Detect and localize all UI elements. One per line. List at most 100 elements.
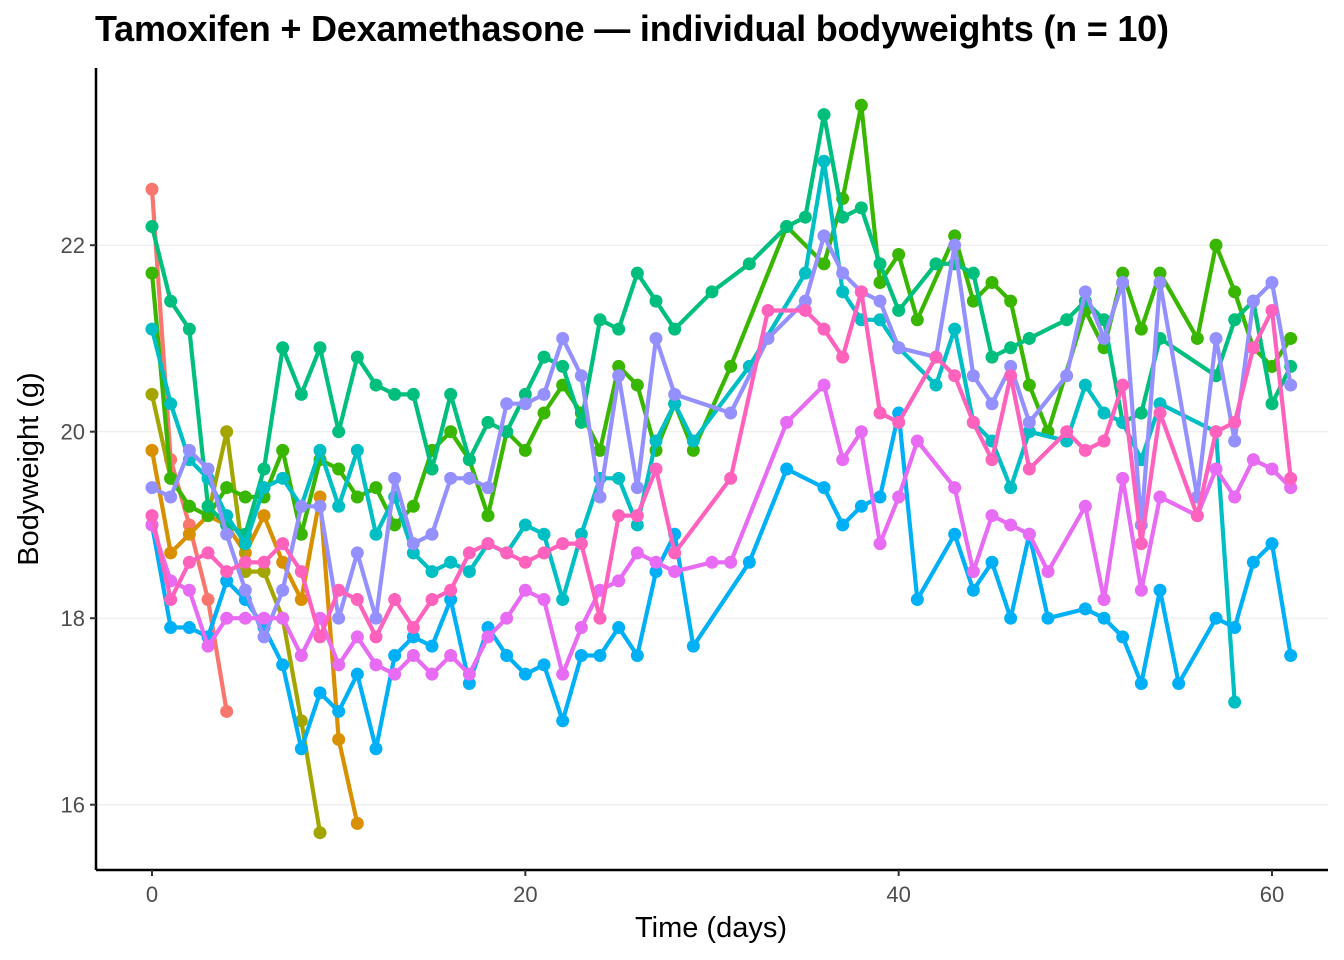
data-point bbox=[817, 229, 831, 243]
data-point bbox=[1004, 481, 1018, 495]
data-point bbox=[836, 210, 850, 224]
data-point bbox=[948, 527, 962, 541]
data-point bbox=[574, 649, 588, 663]
axes bbox=[94, 68, 1328, 872]
data-point bbox=[1209, 238, 1223, 252]
data-point bbox=[1134, 406, 1148, 420]
data-point bbox=[182, 499, 196, 513]
data-point bbox=[518, 518, 532, 532]
data-point bbox=[593, 649, 607, 663]
data-point bbox=[276, 658, 290, 672]
data-point bbox=[1116, 266, 1130, 280]
data-point bbox=[518, 555, 532, 569]
data-point bbox=[164, 490, 178, 504]
data-point bbox=[294, 387, 308, 401]
data-point bbox=[1153, 266, 1167, 280]
x-tick-label: 40 bbox=[886, 882, 910, 907]
data-point bbox=[238, 537, 252, 551]
data-point bbox=[574, 621, 588, 635]
data-point bbox=[929, 350, 943, 364]
data-point bbox=[294, 742, 308, 756]
data-point bbox=[164, 294, 178, 308]
data-point bbox=[257, 565, 271, 579]
data-point bbox=[649, 294, 663, 308]
data-point bbox=[1022, 462, 1036, 476]
data-point bbox=[668, 546, 682, 560]
data-point bbox=[257, 481, 271, 495]
data-point bbox=[1134, 583, 1148, 597]
data-point bbox=[145, 387, 159, 401]
data-point bbox=[817, 481, 831, 495]
data-point bbox=[220, 527, 234, 541]
data-point bbox=[1265, 462, 1279, 476]
data-point bbox=[854, 98, 868, 112]
x-axis-title: Time (days) bbox=[635, 912, 787, 944]
data-point bbox=[1153, 490, 1167, 504]
data-point bbox=[1097, 406, 1111, 420]
data-point bbox=[742, 257, 756, 271]
data-point bbox=[612, 621, 626, 635]
data-point bbox=[1078, 285, 1092, 299]
data-point bbox=[836, 453, 850, 467]
data-point bbox=[462, 546, 476, 560]
y-tick-label: 20 bbox=[61, 420, 85, 445]
data-point bbox=[1041, 611, 1055, 625]
data-point bbox=[873, 257, 887, 271]
data-point bbox=[388, 667, 402, 681]
data-point bbox=[332, 732, 346, 746]
data-point bbox=[1228, 490, 1242, 504]
data-point bbox=[817, 322, 831, 336]
data-point bbox=[369, 378, 383, 392]
data-point bbox=[612, 322, 626, 336]
data-point bbox=[220, 565, 234, 579]
data-point bbox=[1284, 649, 1298, 663]
data-point bbox=[425, 667, 439, 681]
data-point bbox=[500, 546, 514, 560]
data-point bbox=[649, 462, 663, 476]
data-point bbox=[574, 527, 588, 541]
data-point bbox=[873, 490, 887, 504]
data-point bbox=[1228, 285, 1242, 299]
data-point bbox=[537, 406, 551, 420]
data-point bbox=[1228, 621, 1242, 635]
data-point bbox=[1060, 369, 1074, 383]
data-point bbox=[1246, 341, 1260, 355]
data-point bbox=[425, 527, 439, 541]
data-point bbox=[1246, 453, 1260, 467]
data-point bbox=[892, 341, 906, 355]
data-point bbox=[350, 350, 364, 364]
data-point bbox=[892, 490, 906, 504]
data-point bbox=[668, 565, 682, 579]
data-point bbox=[873, 275, 887, 289]
data-point bbox=[444, 649, 458, 663]
data-point bbox=[873, 294, 887, 308]
data-point bbox=[537, 527, 551, 541]
data-point bbox=[724, 406, 738, 420]
data-point bbox=[425, 462, 439, 476]
data-point bbox=[1116, 471, 1130, 485]
data-point bbox=[892, 248, 906, 262]
data-point bbox=[406, 499, 420, 513]
data-point bbox=[668, 322, 682, 336]
data-point bbox=[518, 443, 532, 457]
data-point bbox=[1097, 593, 1111, 607]
data-point bbox=[761, 303, 775, 317]
data-point bbox=[1097, 611, 1111, 625]
data-point bbox=[556, 537, 570, 551]
data-point bbox=[518, 583, 532, 597]
data-point bbox=[1097, 331, 1111, 345]
data-point bbox=[537, 350, 551, 364]
data-point bbox=[518, 387, 532, 401]
data-point bbox=[350, 593, 364, 607]
series-8 bbox=[145, 229, 1298, 644]
x-tick-label: 60 bbox=[1260, 882, 1284, 907]
data-point bbox=[164, 546, 178, 560]
data-point bbox=[798, 294, 812, 308]
data-point bbox=[350, 630, 364, 644]
data-point bbox=[724, 359, 738, 373]
data-point bbox=[313, 490, 327, 504]
data-point bbox=[985, 509, 999, 523]
data-point bbox=[724, 471, 738, 485]
data-point bbox=[630, 481, 644, 495]
